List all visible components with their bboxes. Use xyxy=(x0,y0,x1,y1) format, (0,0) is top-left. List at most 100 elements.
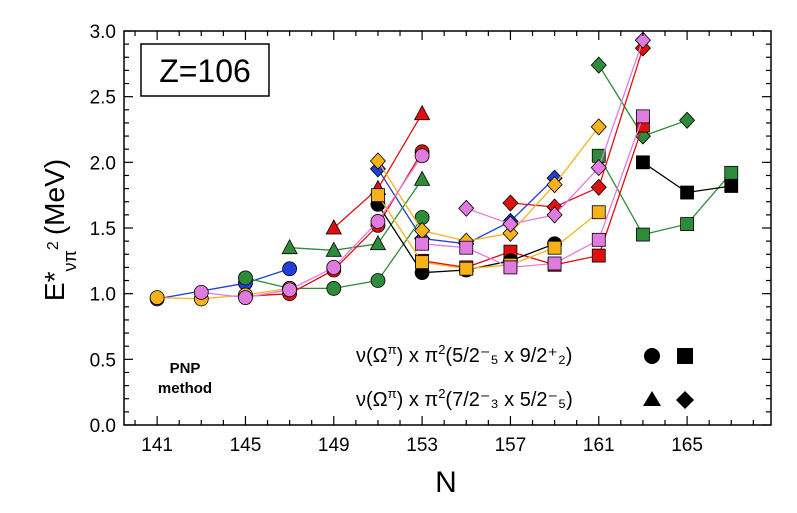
data-point xyxy=(370,273,386,288)
series-violet-diamond xyxy=(458,31,651,233)
y-axis-title-main: E* xyxy=(39,271,70,301)
legend-marker-diamond xyxy=(676,391,694,409)
axis-ticks xyxy=(124,30,771,426)
data-point xyxy=(680,217,694,231)
annotation-box-text: Z=106 xyxy=(159,53,251,89)
data-point xyxy=(325,241,342,257)
series-red-diamond xyxy=(502,39,651,216)
data-point xyxy=(325,219,342,235)
data-point xyxy=(149,290,165,306)
data-point xyxy=(282,261,298,277)
data-point xyxy=(591,232,606,247)
data-point xyxy=(636,155,650,170)
legend-marker-triangle xyxy=(643,391,661,406)
y-tick-label: 3.0 xyxy=(90,22,116,43)
data-point xyxy=(282,282,298,298)
data-point xyxy=(369,234,387,251)
series-line xyxy=(377,194,600,270)
data-point xyxy=(679,111,696,129)
data-point xyxy=(680,185,694,200)
data-point xyxy=(326,259,342,275)
series-violet-circle xyxy=(193,148,430,306)
y-tick-label: 0.5 xyxy=(90,350,116,371)
series-line xyxy=(422,125,644,269)
method-text-line1: PNP xyxy=(170,360,201,377)
y-tick-label: 2.5 xyxy=(90,88,116,109)
y-tick-label: 1.0 xyxy=(90,285,116,306)
series-line xyxy=(157,287,290,300)
series-violet-square xyxy=(415,109,650,275)
data-point xyxy=(502,194,519,212)
data-point xyxy=(547,256,562,271)
data-point xyxy=(590,178,607,196)
data-point xyxy=(459,240,474,255)
series-line xyxy=(510,47,644,208)
legend-entry-2: ν(Ωπ) x π2(7/2⁻₃ x 5/2⁻₅) xyxy=(356,386,573,411)
data-point xyxy=(502,224,519,242)
x-tick-label: 149 xyxy=(318,435,350,456)
data-point xyxy=(590,159,607,177)
x-tick-label: 153 xyxy=(406,435,438,456)
data-point xyxy=(459,261,474,276)
data-point xyxy=(724,179,739,193)
data-point xyxy=(371,188,385,203)
series-blue-circle xyxy=(149,261,298,307)
x-tick-label: 145 xyxy=(230,435,262,456)
y-tick-label: 0.0 xyxy=(90,416,116,437)
data-point xyxy=(591,205,606,220)
svg-text:E*νπ2(MeV): E*νπ2 (MeV) xyxy=(39,159,80,301)
y-axis-title-sup: 2 xyxy=(45,241,62,250)
data-point xyxy=(326,281,342,296)
data-point xyxy=(636,109,650,124)
data-point xyxy=(591,248,606,263)
x-tick-label: 161 xyxy=(583,435,615,456)
x-tick-label: 141 xyxy=(141,435,173,456)
data-point xyxy=(415,236,430,251)
data-point xyxy=(281,238,298,255)
legend: ν(Ωπ) x π2(5/2⁻₅ x 9/2⁺₂) ν(Ωπ) x π2(7/2… xyxy=(356,342,694,411)
legend-marker-circle xyxy=(644,348,660,364)
data-point xyxy=(238,290,253,306)
plot-area xyxy=(149,31,739,307)
data-point xyxy=(547,240,562,255)
annotation-box: Z=106 xyxy=(140,43,270,97)
legend-marker-square xyxy=(677,348,693,364)
y-axis-title: E*νπ2 (MeV) xyxy=(39,159,80,301)
data-point xyxy=(413,170,431,186)
series-line xyxy=(598,155,732,236)
axis-labels: 141 145 149 153 157 161 165 0.0 0.5 1.0 1.5 2.0 2.5 3… xyxy=(90,22,703,456)
data-point xyxy=(590,118,607,136)
series-line xyxy=(422,116,644,269)
data-point xyxy=(724,165,739,180)
data-point xyxy=(546,176,563,194)
series-black-square xyxy=(636,155,739,200)
data-point xyxy=(634,31,651,49)
data-point xyxy=(636,227,650,242)
data-point xyxy=(590,56,607,74)
data-point xyxy=(458,199,475,217)
x-axis-title: N xyxy=(435,466,457,499)
x-tick-label: 157 xyxy=(495,435,527,456)
series-line xyxy=(377,126,600,242)
annotation-box-border xyxy=(140,43,270,97)
data-point xyxy=(415,255,430,270)
series-orange-diamond xyxy=(369,118,607,250)
method-text-line2: method xyxy=(158,380,212,397)
series-green-diamond xyxy=(590,56,696,145)
data-point xyxy=(413,104,431,121)
data-point xyxy=(502,215,519,233)
y-tick-label: 1.5 xyxy=(90,219,116,240)
data-point xyxy=(369,152,386,170)
legend-entry-1: ν(Ωπ) x π2(5/2⁻₅ x 9/2⁺₂) xyxy=(356,342,572,367)
y-axis-title-sub: νπ xyxy=(60,250,80,271)
y-tick-label: 2.0 xyxy=(90,153,116,174)
data-point xyxy=(238,270,253,286)
data-point xyxy=(193,284,209,300)
data-point xyxy=(503,260,518,275)
y-axis-title-unit: (MeV) xyxy=(39,159,70,235)
data-point xyxy=(414,148,430,164)
series-line xyxy=(289,179,423,251)
data-point xyxy=(546,206,563,224)
data-point xyxy=(370,214,386,229)
